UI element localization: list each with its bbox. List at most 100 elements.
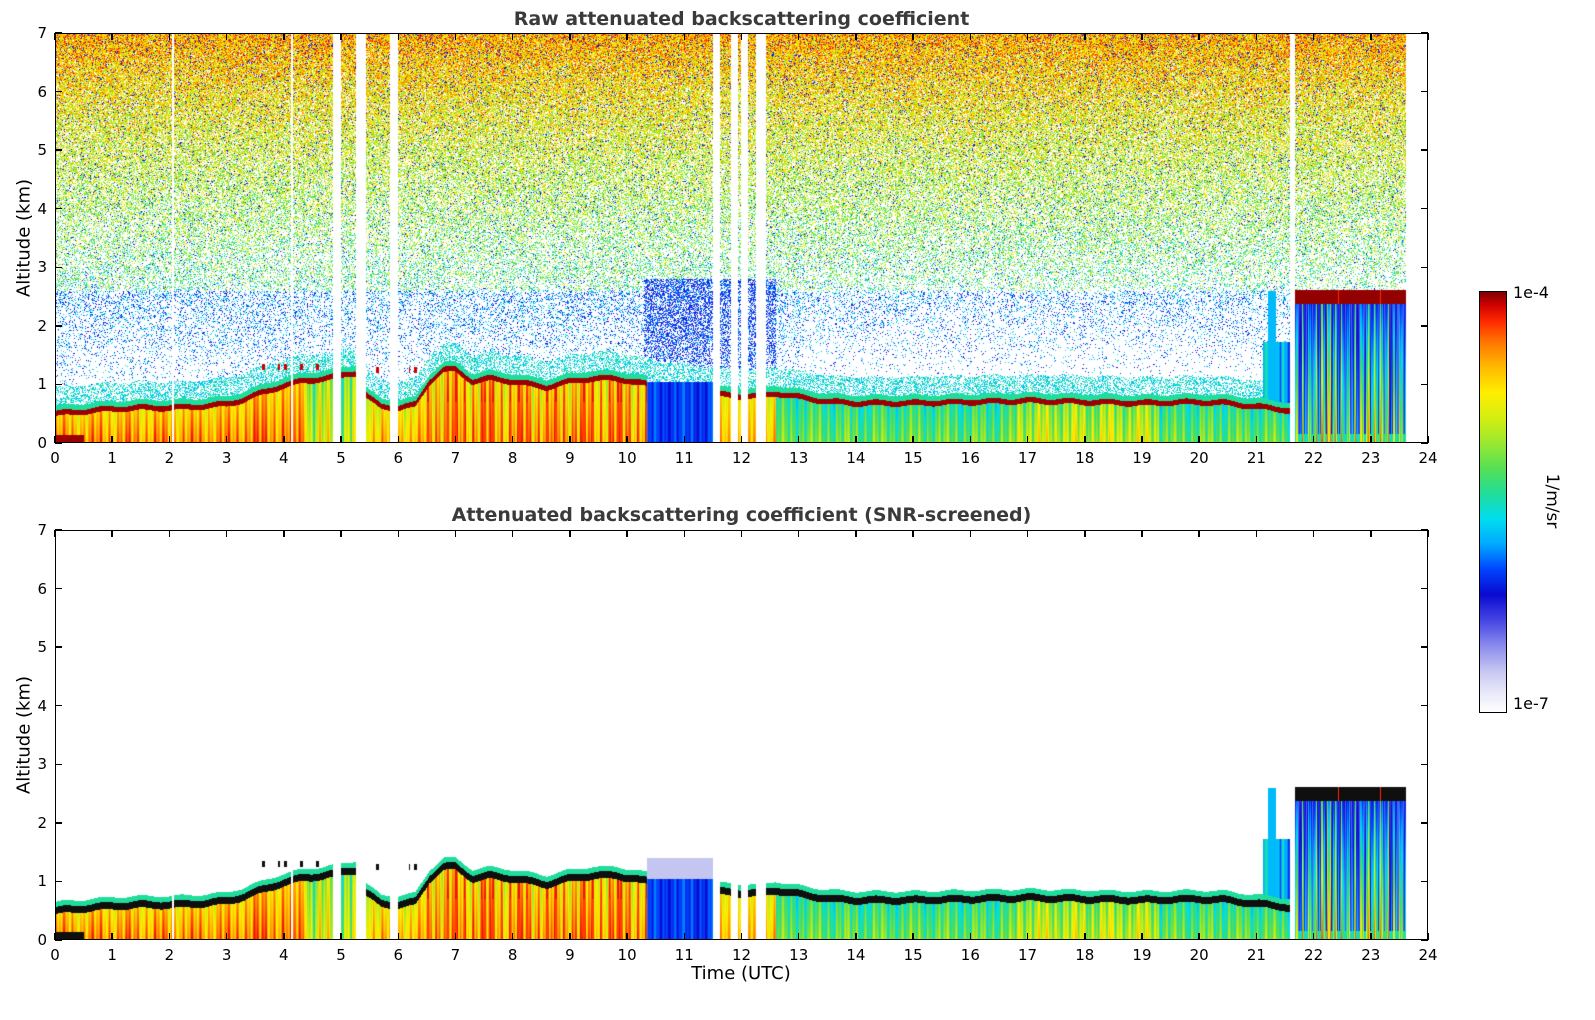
x-tick-label: 8	[507, 946, 518, 964]
y-tick-label: 2	[37, 316, 47, 335]
x-tick-mark	[1026, 933, 1029, 940]
x-tick-label: 5	[336, 449, 346, 467]
x-tick-mark	[111, 530, 113, 537]
x-tick-mark	[626, 933, 628, 940]
colorbar-max-label: 1e-4	[1513, 283, 1549, 302]
colorbar-units-label: 1/m/sr	[1542, 473, 1562, 529]
x-tick-mark	[397, 436, 399, 443]
x-tick-label: 9	[565, 449, 575, 467]
y-tick-mark	[55, 587, 62, 590]
y-tick-mark	[1421, 939, 1428, 941]
x-tick-mark	[283, 33, 285, 40]
x-tick-label: 11	[674, 449, 694, 467]
y-tick-mark	[55, 149, 62, 151]
x-tick-label: 13	[789, 449, 809, 467]
y-tick-mark	[1421, 266, 1428, 269]
x-tick-mark	[397, 530, 399, 537]
x-tick-mark	[912, 933, 914, 940]
x-tick-mark	[454, 530, 457, 537]
y-tick-mark	[1421, 529, 1428, 531]
y-tick-mark	[1421, 763, 1428, 766]
x-tick-mark	[225, 436, 228, 443]
panel-title-raw: Raw attenuated backscattering coefficien…	[513, 8, 970, 30]
x-tick-mark	[855, 530, 857, 537]
x-tick-mark	[855, 933, 857, 940]
x-tick-mark	[1427, 530, 1429, 537]
y-tick-label: 6	[37, 579, 47, 598]
x-tick-mark	[1026, 530, 1029, 537]
x-tick-label: 10	[617, 449, 637, 467]
x-tick-mark	[1370, 33, 1372, 40]
x-tick-mark	[397, 933, 399, 940]
panel-title-screened: Attenuated backscattering coefficient (S…	[451, 504, 1032, 526]
x-tick-mark	[1427, 33, 1429, 40]
x-tick-mark	[626, 33, 628, 40]
x-tick-mark	[626, 436, 628, 443]
x-tick-mark	[54, 530, 56, 537]
x-tick-label: 12	[731, 449, 752, 467]
x-tick-mark	[969, 933, 972, 940]
y-tick-label: 0	[37, 931, 47, 949]
x-tick-label: 2	[164, 449, 175, 467]
x-tick-mark	[340, 33, 342, 40]
x-tick-mark	[1312, 530, 1315, 537]
x-tick-mark	[511, 530, 514, 537]
x-tick-label: 24	[1418, 449, 1438, 467]
x-tick-mark	[1255, 933, 1258, 940]
y-tick-mark	[55, 442, 62, 444]
x-tick-mark	[1084, 530, 1086, 537]
x-tick-mark	[683, 530, 686, 537]
y-tick-mark	[55, 207, 62, 210]
y-tick-label: 1	[37, 872, 47, 891]
x-tick-label: 0	[50, 946, 60, 964]
x-tick-mark	[1198, 436, 1200, 443]
x-tick-label: 18	[1075, 449, 1095, 467]
x-tick-label: 3	[221, 946, 232, 964]
x-tick-mark	[797, 933, 800, 940]
y-tick-label: 3	[37, 258, 47, 277]
x-tick-mark	[569, 436, 571, 443]
x-tick-mark	[283, 436, 285, 443]
x-tick-mark	[1198, 530, 1200, 537]
y-tick-mark	[55, 90, 62, 93]
heatmap-panel-screened: 0 1 2 3 4 5 6 7 8 9 10 11 12 13 14 15 16 17 18 19 20 21 22 23 24…	[37, 521, 1437, 964]
y-tick-mark	[1421, 32, 1428, 34]
x-tick-mark	[1255, 530, 1258, 537]
y-tick-mark	[1421, 587, 1428, 590]
x-tick-mark	[912, 33, 914, 40]
x-tick-mark	[340, 933, 342, 940]
x-tick-label: 22	[1304, 946, 1324, 964]
x-tick-mark	[168, 33, 171, 40]
x-tick-mark	[1198, 933, 1200, 940]
x-tick-mark	[740, 436, 743, 443]
x-tick-label: 22	[1304, 449, 1324, 467]
x-tick-label: 18	[1075, 946, 1095, 964]
x-tick-mark	[454, 33, 457, 40]
x-tick-label: 15	[903, 449, 923, 467]
x-tick-label: 2	[164, 946, 175, 964]
x-tick-mark	[1141, 530, 1143, 537]
y-tick-label: 7	[37, 521, 47, 539]
x-tick-label: 5	[336, 946, 346, 964]
y-tick-label: 4	[37, 696, 47, 715]
x-tick-mark	[1084, 436, 1086, 443]
y-tick-label: 0	[37, 434, 47, 452]
y-tick-label: 5	[37, 638, 47, 657]
x-tick-label: 20	[1189, 946, 1209, 964]
x-tick-mark	[111, 33, 113, 40]
x-tick-mark	[168, 436, 171, 443]
x-tick-mark	[740, 33, 743, 40]
x-tick-label: 21	[1246, 946, 1266, 964]
y-tick-mark	[55, 763, 62, 766]
x-tick-mark	[740, 933, 743, 940]
x-tick-mark	[1084, 933, 1086, 940]
x-tick-mark	[912, 530, 914, 537]
x-tick-mark	[855, 33, 857, 40]
x-tick-label: 19	[1132, 946, 1152, 964]
x-tick-mark	[855, 436, 857, 443]
x-tick-mark	[1084, 33, 1086, 40]
x-tick-mark	[225, 933, 228, 940]
y-tick-mark	[1421, 149, 1428, 151]
y-tick-mark	[1421, 704, 1428, 707]
